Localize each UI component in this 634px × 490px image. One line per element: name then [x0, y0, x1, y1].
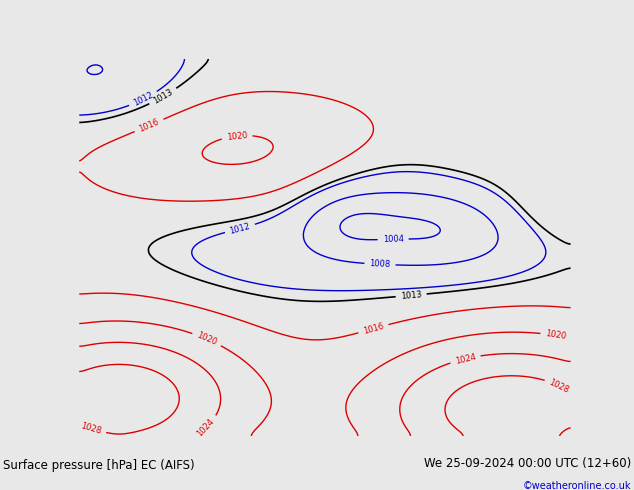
Text: 1008: 1008 [369, 259, 391, 270]
Text: 1024: 1024 [195, 416, 216, 438]
Text: 1004: 1004 [382, 234, 404, 244]
Text: Surface pressure [hPa] EC (AIFS): Surface pressure [hPa] EC (AIFS) [3, 459, 195, 472]
Text: 1028: 1028 [80, 421, 103, 436]
Text: 1024: 1024 [454, 352, 477, 366]
Text: 1028: 1028 [548, 378, 571, 395]
Text: 1020: 1020 [226, 130, 248, 142]
Text: 1016: 1016 [138, 117, 160, 134]
Text: 1013: 1013 [400, 290, 422, 301]
Text: 1013: 1013 [152, 87, 174, 106]
Text: We 25-09-2024 00:00 UTC (12+60): We 25-09-2024 00:00 UTC (12+60) [424, 457, 631, 469]
Text: 1012: 1012 [132, 91, 155, 108]
Text: 1020: 1020 [545, 329, 567, 342]
Text: ©weatheronline.co.uk: ©weatheronline.co.uk [522, 481, 631, 490]
Text: 1016: 1016 [362, 321, 385, 336]
Text: 1020: 1020 [195, 331, 218, 347]
Text: 1012: 1012 [229, 221, 251, 236]
